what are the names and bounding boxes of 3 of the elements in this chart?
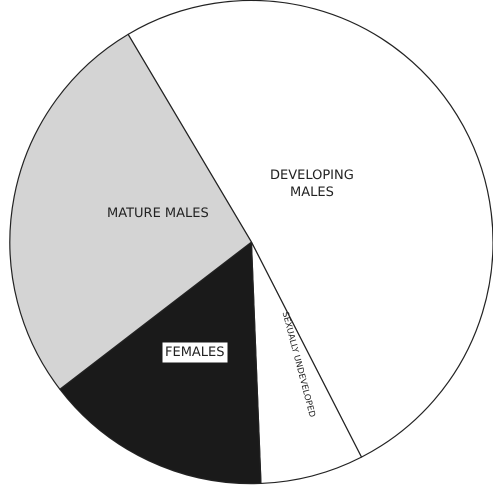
slice-label: DEVELOPING MALES — [270, 168, 354, 200]
slice-label: FEMALES — [165, 345, 225, 360]
slice-label: MATURE MALES — [107, 206, 209, 221]
